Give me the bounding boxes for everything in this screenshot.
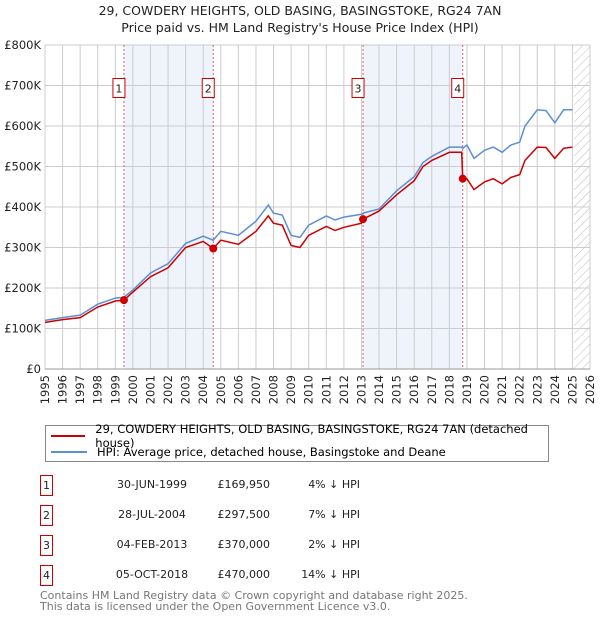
sale-label: 4 <box>454 83 461 96</box>
chart-subtitle: Price paid vs. HM Land Registry's House … <box>121 20 479 35</box>
sale-price: £370,000 <box>217 538 271 551</box>
sale-date: 28-JUL-2004 <box>118 508 186 521</box>
sale-price: £470,000 <box>217 568 271 581</box>
x-tick-label: 1999 <box>108 375 122 404</box>
sale-point <box>209 244 218 253</box>
y-tick-label: £500K <box>4 160 41 174</box>
x-tick-label: 2023 <box>530 375 544 404</box>
footer-licence: This data is licensed under the Open Gov… <box>40 600 391 613</box>
x-tick-label: 2020 <box>478 375 492 404</box>
legend-label: 29, COWDERY HEIGHTS, OLD BASING, BASINGS… <box>95 422 528 450</box>
line-chart: 1995 1996 1997 1998 1999 2000 2001 2002 2003 2004… <box>4 38 597 404</box>
x-tick-label: 2000 <box>126 375 140 404</box>
x-tick-label: 2002 <box>161 375 175 404</box>
x-tick-label: 2018 <box>442 375 456 404</box>
y-tick-label: £0 <box>26 362 41 376</box>
x-tick-label: 2017 <box>425 375 439 404</box>
sale-label: 2 <box>205 83 212 96</box>
sale-hpi-diff: 7% ↓ HPI <box>308 508 360 521</box>
sale-hpi-diff: 14% ↓ HPI <box>301 568 360 581</box>
x-tick-label: 2001 <box>143 375 157 404</box>
x-tick-label: 2014 <box>372 375 386 404</box>
x-tick-label: 2004 <box>196 375 210 404</box>
x-tick-label: 2011 <box>319 375 333 404</box>
x-tick-label: 2026 <box>583 375 597 404</box>
x-tick-label: 2019 <box>460 375 474 404</box>
sale-label-box <box>112 78 126 98</box>
y-tick-label: £600K <box>4 119 41 133</box>
sale-badge: 4 <box>40 565 53 586</box>
x-tick-label: 2021 <box>495 375 509 404</box>
x-tick-label: 2003 <box>179 375 193 404</box>
x-tick-label: 2022 <box>513 375 527 404</box>
x-tick-label: 2024 <box>548 375 562 404</box>
sale-label-box <box>351 78 365 98</box>
sale-label: 1 <box>115 83 122 96</box>
price-paid-line <box>44 146 573 324</box>
legend-label: HPI: Average price, detached house, Basi… <box>97 445 446 459</box>
sale-badge: 3 <box>40 535 53 556</box>
sale-point <box>119 296 128 305</box>
legend-item-property: 29, COWDERY HEIGHTS, OLD BASING, BASINGS… <box>51 422 548 450</box>
sale-badge: 2 <box>40 505 53 526</box>
legend-swatch-red <box>51 435 86 437</box>
y-tick-label: £400K <box>4 200 41 214</box>
x-tick-label: 2010 <box>302 375 316 404</box>
legend-swatch-blue <box>51 451 87 453</box>
x-tick-label: 1998 <box>91 375 105 404</box>
x-tick-label: 2015 <box>390 375 404 404</box>
legend: 29, COWDERY HEIGHTS, OLD BASING, BASINGS… <box>45 422 549 462</box>
x-tick-label: 1995 <box>38 375 52 404</box>
sale-label-box <box>201 78 215 98</box>
x-tick-label: 2009 <box>284 375 298 404</box>
sale-price: £169,950 <box>217 478 271 491</box>
sale-point <box>359 215 368 224</box>
y-tick-label: £300K <box>4 241 41 255</box>
sale-price: £297,500 <box>217 508 271 521</box>
x-tick-label: 2012 <box>337 375 351 404</box>
x-tick-label: 2008 <box>267 375 281 404</box>
sale-hpi-diff: 4% ↓ HPI <box>308 478 360 491</box>
hpi-line <box>44 109 573 322</box>
legend-item-hpi: HPI: Average price, detached house, Basi… <box>51 444 446 460</box>
y-tick-label: £100K <box>4 322 41 336</box>
x-tick-label: 2007 <box>249 375 263 404</box>
chart-title: 29, COWDERY HEIGHTS, OLD BASING, BASINGS… <box>98 3 502 18</box>
footer-copyright: Contains HM Land Registry data © Crown c… <box>40 589 468 602</box>
x-tick-label: 2013 <box>354 375 368 404</box>
x-tick-label: 2005 <box>214 375 228 404</box>
sale-date: 04-FEB-2013 <box>116 538 188 551</box>
x-tick-label: 1996 <box>56 375 70 404</box>
sale-label: 3 <box>355 83 362 96</box>
sale-point <box>458 174 467 183</box>
sale-hpi-diff: 2% ↓ HPI <box>308 538 360 551</box>
sale-label-box <box>451 78 465 98</box>
y-tick-label: £700K <box>4 79 41 93</box>
x-tick-label: 2006 <box>231 375 245 404</box>
y-tick-label: £800K <box>4 38 41 52</box>
y-tick-label: £200K <box>4 281 41 295</box>
x-tick-label: 2025 <box>565 375 579 404</box>
sale-date: 30-JUN-1999 <box>116 478 188 491</box>
sale-badge: 1 <box>40 475 53 496</box>
sale-date: 05-OCT-2018 <box>115 568 189 581</box>
x-tick-label: 1997 <box>73 375 87 404</box>
x-tick-label: 2016 <box>407 375 421 404</box>
